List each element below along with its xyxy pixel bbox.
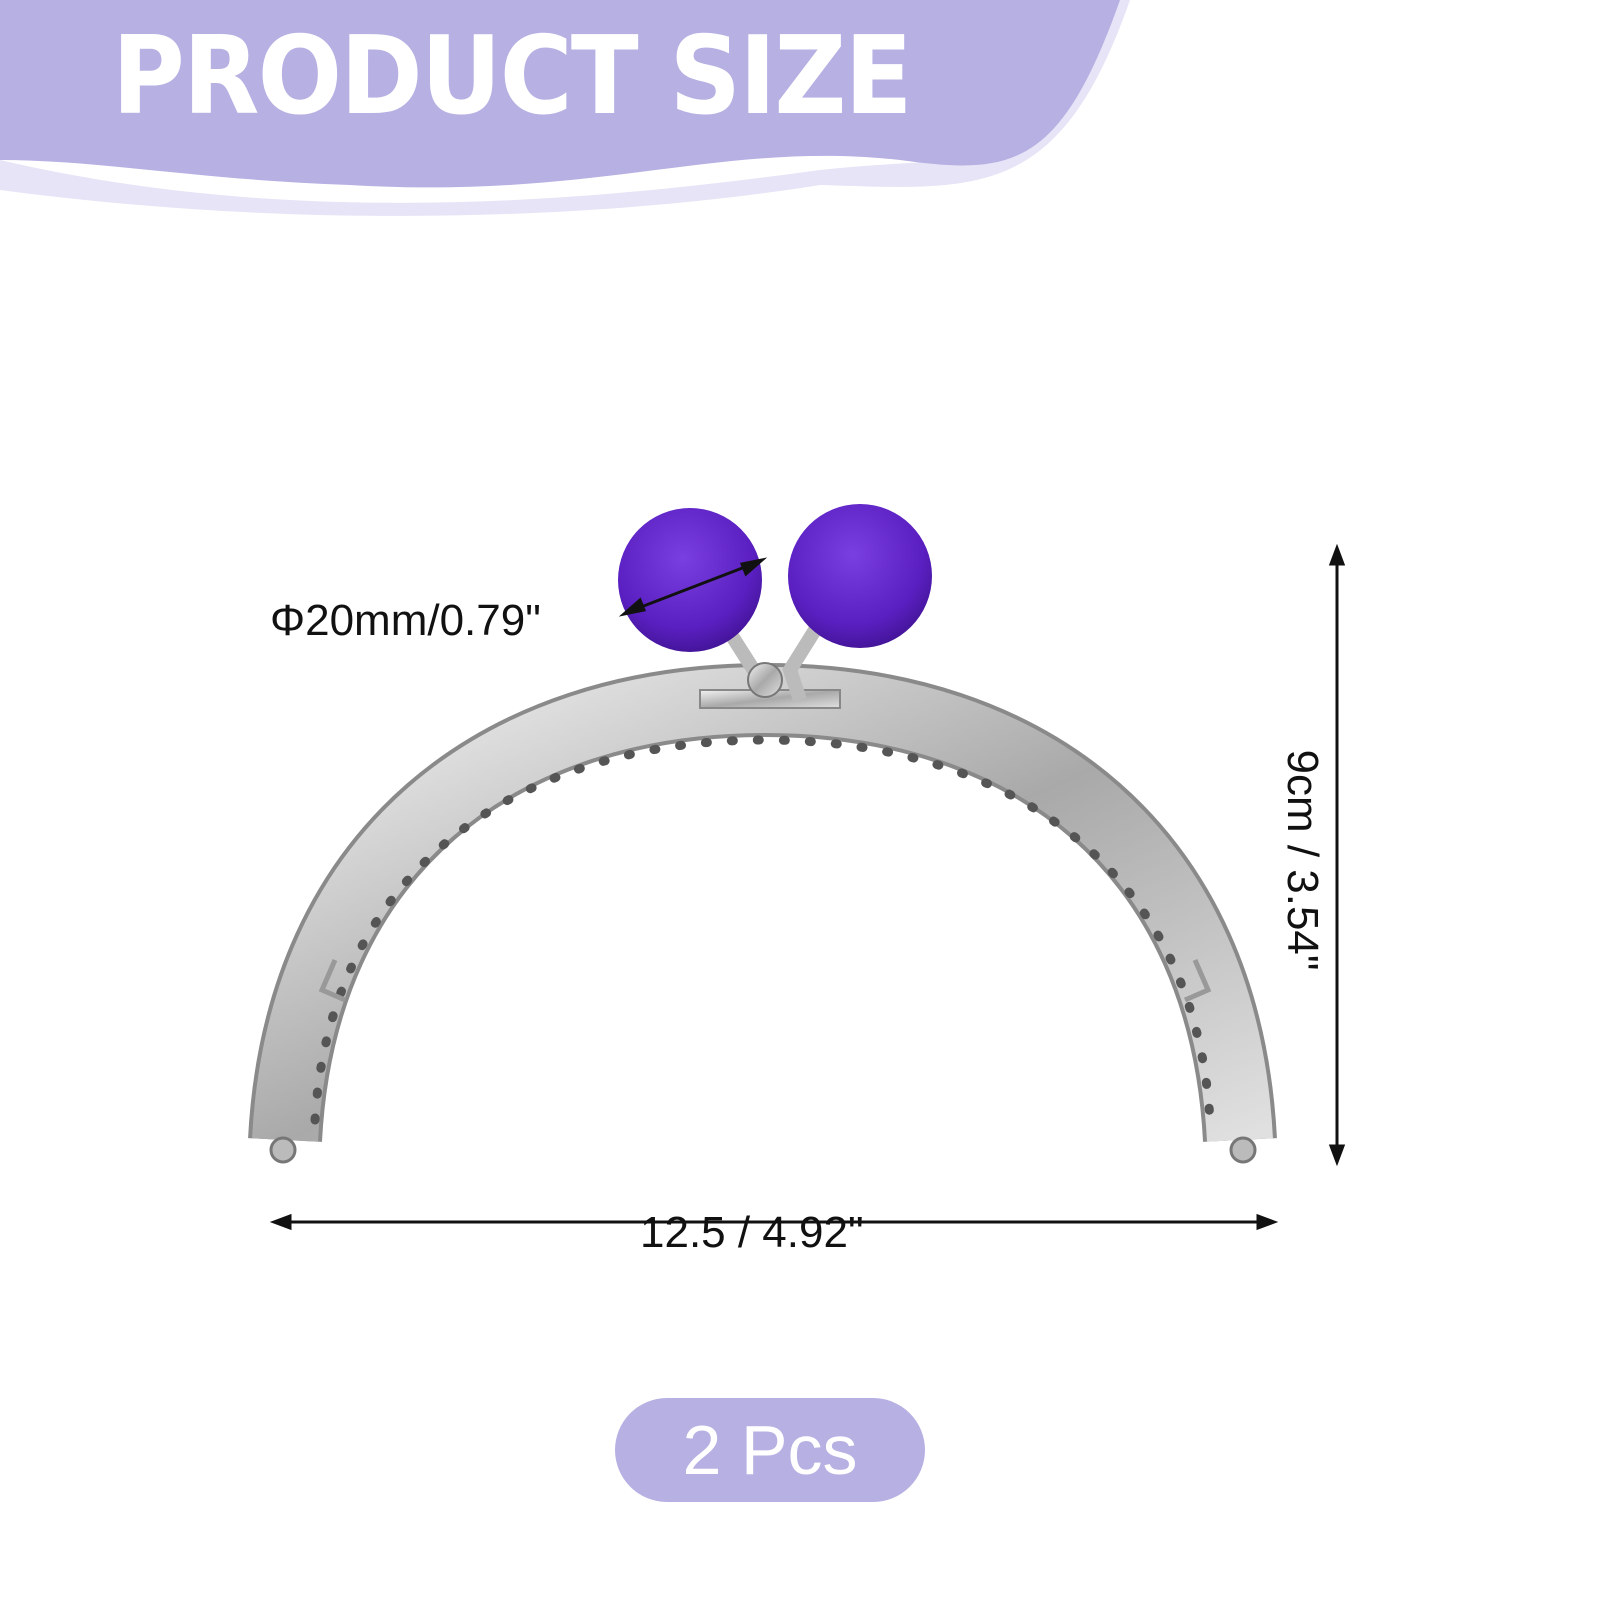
purse-frame	[248, 621, 1277, 1164]
header-banner	[0, 0, 1120, 188]
header-banner-shadow	[0, 0, 1130, 216]
ball-diameter-label: Φ20mm/0.79"	[270, 596, 541, 645]
clasp-ball-left	[618, 508, 762, 652]
height-label: 9cm / 3.54"	[1278, 749, 1327, 971]
clasp-ball-right	[788, 504, 932, 648]
page-title: PRODUCT SIZE	[112, 14, 912, 139]
dimension-arrows	[269, 543, 1346, 1231]
width-label: 12.5 / 4.92"	[640, 1208, 864, 1257]
quantity-badge: 2 Pcs	[615, 1398, 925, 1502]
